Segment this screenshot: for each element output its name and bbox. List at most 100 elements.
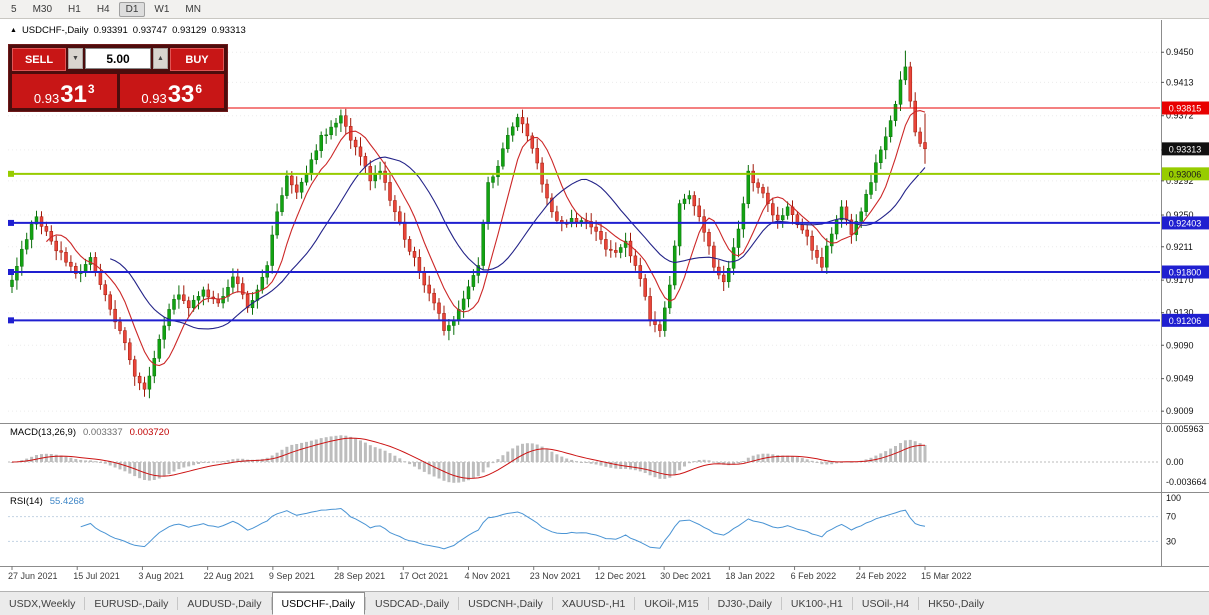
- timeframe-d1[interactable]: D1: [118, 1, 146, 17]
- tab-hk50-daily[interactable]: HK50-,Daily: [928, 597, 985, 610]
- rsi-axis-label: 30: [1166, 536, 1176, 546]
- ask-price-display[interactable]: 0.93 33 6: [119, 74, 224, 108]
- tab-eurusd-daily[interactable]: EURUSD-,Daily: [94, 597, 169, 610]
- timeframe-toolbar: 5 M30 H1 H4 D1 W1 MN: [0, 0, 1209, 19]
- date-label: 27 Jun 2021: [8, 571, 58, 581]
- date-label: 15 Jul 2021: [73, 571, 120, 581]
- date-label: 24 Feb 2022: [856, 571, 907, 581]
- hline-anchor[interactable]: [8, 269, 14, 276]
- volume-decrease-button[interactable]: ▼: [68, 48, 83, 69]
- bid-price-pipette: 3: [87, 82, 95, 96]
- timeframe-h1[interactable]: H1: [68, 3, 81, 15]
- price-tick-label: 0.9372: [1166, 111, 1194, 121]
- level-price-label: 0.91800: [1169, 268, 1202, 278]
- rsi-name: RSI(14): [10, 496, 43, 507]
- price-tick-label: 0.9130: [1166, 308, 1194, 318]
- timeframe-5[interactable]: 5: [11, 3, 17, 15]
- date-label: 28 Sep 2021: [334, 571, 385, 581]
- tab-divider: [551, 597, 553, 610]
- tab-divider: [177, 597, 179, 610]
- tab-usoil-h4[interactable]: USOil-,H4: [861, 597, 910, 610]
- price-tick-label: 0.9049: [1166, 374, 1194, 384]
- macd-indicator-label: MACD(13,26,9) 0.003337 0.003720: [10, 427, 169, 438]
- tab-divider: [780, 597, 782, 610]
- date-label: 12 Dec 2021: [595, 571, 646, 581]
- date-label: 3 Aug 2021: [138, 571, 184, 581]
- ohlc-close: 0.93313: [211, 25, 246, 36]
- chart-title-symbol: USDCHF-,Daily: [21, 25, 89, 36]
- tab-ukoil-m15[interactable]: UKOil-,M15: [644, 597, 699, 610]
- time-axis[interactable]: 27 Jun 2021 15 Jul 2021 3 Aug 2021 22 Aug 2…: [0, 566, 1209, 581]
- ohlc-high: 0.93747: [132, 25, 168, 36]
- ask-price-big: 33: [167, 80, 195, 108]
- macd-axis-label: 0.005963: [1166, 424, 1204, 434]
- date-label: 9 Sep 2021: [269, 571, 315, 581]
- hline-anchor[interactable]: [8, 219, 14, 226]
- tab-usdcad-daily[interactable]: USDCAD-,Daily: [375, 597, 450, 610]
- date-label: 17 Oct 2021: [399, 571, 448, 581]
- volume-increase-button[interactable]: ▲: [153, 48, 168, 69]
- ohlc-low: 0.93129: [172, 25, 207, 36]
- tab-divider: [918, 597, 920, 610]
- price-tick-label: 0.9009: [1166, 406, 1194, 416]
- rsi-value: 55.4268: [49, 496, 85, 507]
- bid-price-display[interactable]: 0.93 31 3: [12, 74, 117, 108]
- tab-divider: [84, 597, 86, 610]
- chart-canvas[interactable]: 0.94500.94130.93720.93300.92920.92500.92…: [0, 20, 1209, 590]
- tab-dj30-daily[interactable]: DJ30-,Daily: [717, 597, 772, 610]
- buy-button[interactable]: BUY: [170, 48, 224, 71]
- price-tick-label: 0.9450: [1166, 47, 1194, 57]
- price-tick-label: 0.9170: [1166, 275, 1194, 285]
- macd-panel: 0.005963 0.00 -0.003664: [0, 423, 1209, 487]
- chart-title-icon: ▲: [10, 27, 17, 34]
- hline-anchor[interactable]: [8, 170, 14, 177]
- horizontal-levels: [8, 105, 1160, 324]
- tab-audusd-daily[interactable]: AUDUSD-,Daily: [187, 597, 262, 610]
- rsi-axis-label: 100: [1166, 493, 1181, 503]
- level-price-label: 0.92403: [1169, 218, 1202, 228]
- current-price-label: 0.93313: [1169, 144, 1202, 154]
- tab-uk100-h1[interactable]: UK100-,H1: [790, 597, 843, 610]
- price-axis[interactable]: 0.94500.94130.93720.93300.92920.92500.92…: [1161, 20, 1209, 566]
- volume-input[interactable]: [85, 48, 151, 69]
- tab-usdcnh-daily[interactable]: USDCNH-,Daily: [468, 597, 543, 610]
- price-tick-label: 0.9292: [1166, 176, 1194, 186]
- ask-price-pipette: 6: [195, 82, 203, 96]
- hline-anchor[interactable]: [8, 317, 14, 324]
- date-label: 22 Aug 2021: [204, 571, 255, 581]
- bid-price-prefix: 0.93: [33, 91, 60, 106]
- macd-axis-label: 0.00: [1166, 457, 1184, 467]
- date-label: 15 Mar 2022: [921, 571, 972, 581]
- tab-divider: [458, 597, 460, 610]
- tab-xauusd-h1[interactable]: XAUUSD-,H1: [561, 597, 626, 610]
- macd-signal-value: 0.003720: [129, 427, 170, 438]
- one-click-trading-panel: SELL ▼ ▲ BUY 0.93 31 3 0.93 33 6: [8, 44, 228, 112]
- timeframe-h4[interactable]: H4: [96, 3, 110, 15]
- sell-button[interactable]: SELL: [12, 48, 66, 71]
- price-tick-label: 0.9413: [1166, 77, 1194, 87]
- ma-fast-line[interactable]: [46, 110, 926, 367]
- tab-usdx-weekly[interactable]: USDX,Weekly: [9, 597, 76, 610]
- timeframe-mn[interactable]: MN: [185, 3, 201, 15]
- chart-title: ▲ USDCHF-,Daily 0.93391 0.93747 0.93129 …: [10, 25, 246, 36]
- macd-main-value: 0.003337: [83, 427, 123, 438]
- tab-divider: [707, 597, 709, 610]
- price-tick-label: 0.9250: [1166, 210, 1194, 220]
- rsi-line: [80, 507, 926, 550]
- tab-divider: [634, 597, 636, 610]
- ohlc-open: 0.93391: [93, 25, 128, 36]
- macd-axis-label: -0.003664: [1166, 477, 1207, 487]
- timeframe-m30[interactable]: M30: [32, 3, 53, 15]
- tab-usdchf-daily[interactable]: USDCHF-,Daily: [271, 592, 366, 615]
- chevron-down-icon: ▼: [72, 55, 79, 62]
- date-label: 18 Jan 2022: [725, 571, 775, 581]
- tab-divider: [270, 597, 272, 610]
- date-label: 6 Feb 2022: [791, 571, 837, 581]
- macd-name: MACD(13,26,9): [10, 427, 76, 438]
- level-price-label: 0.93815: [1169, 104, 1202, 114]
- timeframe-w1[interactable]: W1: [154, 3, 170, 15]
- tab-divider: [851, 597, 853, 610]
- date-label: 4 Nov 2021: [465, 571, 511, 581]
- macd-signal-line: [11, 437, 926, 479]
- price-tick-label: 0.9211: [1166, 242, 1193, 252]
